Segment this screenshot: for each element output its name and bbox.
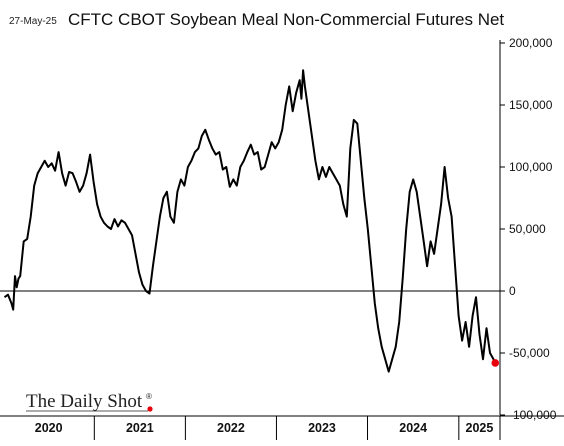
y-tick-label: 0 (509, 284, 516, 298)
y-tick-label: 200,000 (509, 36, 553, 50)
x-tick-label: 2021 (126, 421, 154, 435)
x-tick-label: 2023 (308, 421, 336, 435)
watermark-dot (147, 406, 153, 412)
series-line (3, 69, 497, 373)
as-of-date: 27-May-25 (9, 16, 57, 27)
chart-title: CFTC CBOT Soybean Meal Non-Commercial Fu… (68, 10, 504, 29)
watermark-trademark: ® (146, 392, 152, 401)
y-tick-label: -100,000 (509, 408, 557, 422)
x-tick-label: 2024 (399, 421, 427, 435)
y-tick-label: -50,000 (509, 346, 550, 360)
y-axis: 200,000 150,000 100,000 50,000 0 -50,000 -100,… (0, 36, 557, 422)
y-tick-label: 100,000 (509, 160, 553, 174)
series-group (3, 69, 500, 373)
y-tick-label: 150,000 (509, 98, 553, 112)
watermark-text: The Daily Shot (26, 391, 143, 412)
y-tick-label: 50,000 (509, 222, 546, 236)
x-tick-label: 2022 (217, 421, 245, 435)
x-tick-label: 2020 (35, 421, 63, 435)
watermark: The Daily Shot ® (26, 391, 153, 412)
x-tick-label: 2025 (466, 421, 494, 435)
last-value-marker (491, 359, 500, 367)
x-axis: 2020 2021 2022 2023 2024 2025 (0, 415, 564, 440)
